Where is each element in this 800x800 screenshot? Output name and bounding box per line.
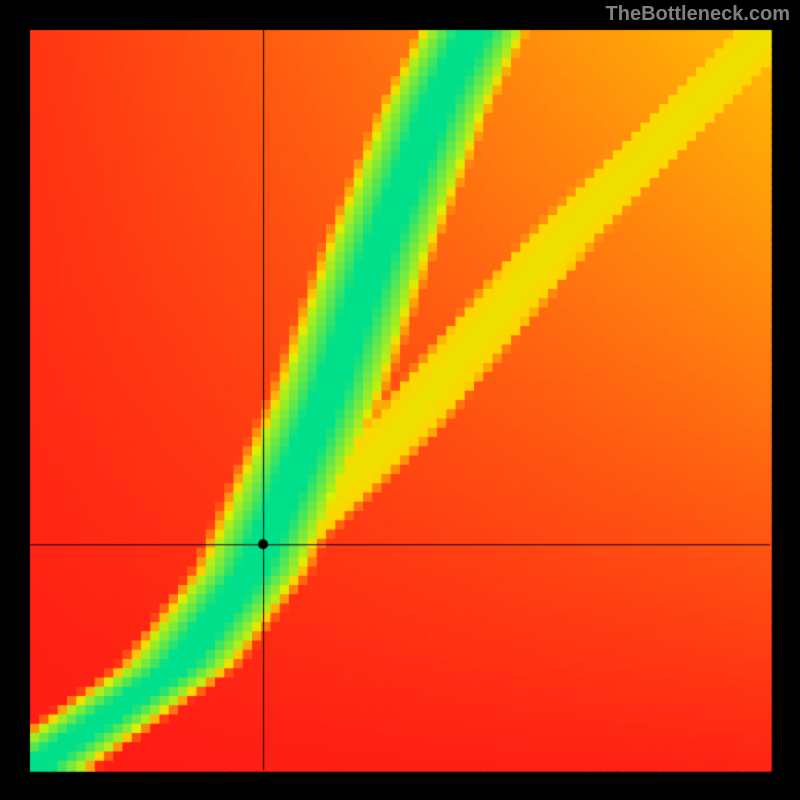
bottleneck-heatmap	[0, 0, 800, 800]
chart-stage: { "meta": { "watermark_text": "TheBottle…	[0, 0, 800, 800]
watermark-text: TheBottleneck.com	[606, 3, 790, 26]
